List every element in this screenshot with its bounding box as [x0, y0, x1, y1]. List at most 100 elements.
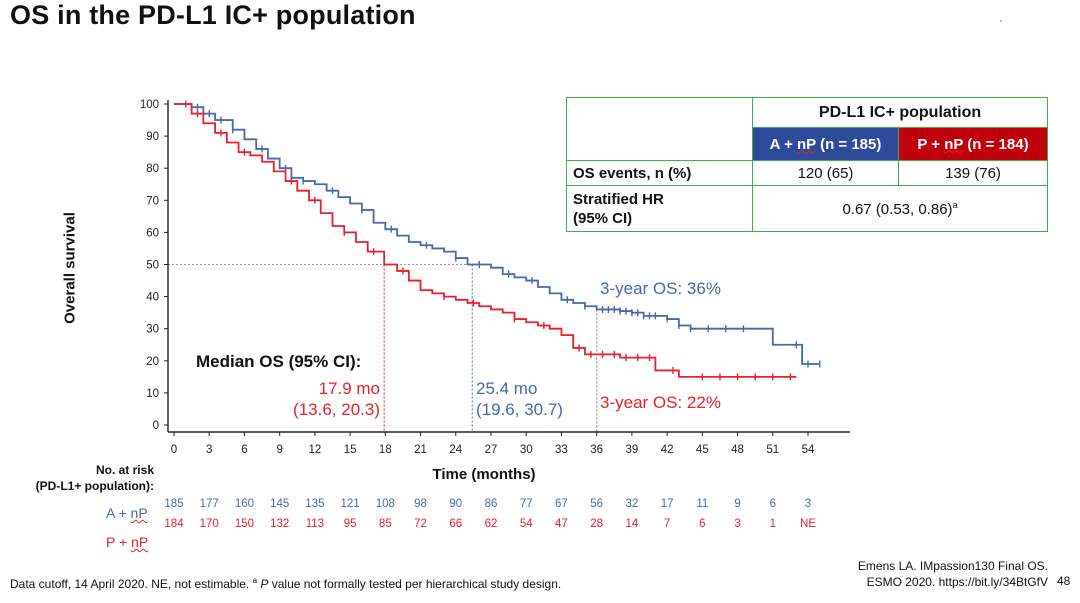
population-header: PD-L1 IC+ population	[752, 97, 1048, 128]
risk-count-arm2: 66	[449, 518, 463, 530]
x-tick-label: 15	[344, 444, 357, 456]
risk-count-arm2: 6	[699, 518, 706, 530]
risk-count-arm2: 132	[270, 518, 290, 530]
y-axis-label: Overall survival	[61, 212, 79, 324]
y-tick-label: 30	[146, 324, 159, 336]
risk-count-arm1: 121	[340, 498, 360, 510]
x-tick-label: 45	[696, 444, 709, 456]
x-tick-label: 33	[555, 444, 568, 456]
x-tick-label: 9	[276, 444, 282, 456]
risk-count-arm1: 9	[734, 498, 741, 510]
blue-median-annotation: 25.4 mo (19.6, 30.7)	[476, 378, 563, 420]
red-median-annotation: 17.9 mo (13.6, 20.3)	[270, 378, 380, 420]
x-tick-label: 51	[766, 444, 779, 456]
x-tick-label: 48	[731, 444, 744, 456]
slide-title: OS in the PD-L1 IC+ population	[10, 0, 416, 30]
risk-count-arm2: NE	[800, 518, 816, 530]
risk-count-arm2: 54	[519, 518, 533, 530]
y-tick-label: 0	[153, 420, 159, 432]
arm2-header: P + nP (n = 184)	[898, 127, 1048, 161]
risk-count-arm2: 170	[199, 518, 219, 530]
x-tick-label: 0	[171, 444, 177, 456]
risk-count-arm1: 185	[164, 498, 184, 510]
risk-count-arm2: 1	[769, 518, 776, 530]
x-tick-label: 42	[661, 444, 674, 456]
summary-table: PD-L1 IC+ population A + nP (n = 185) P …	[566, 97, 1048, 232]
summary-table-corner	[566, 97, 753, 161]
risk-count-arm2: 62	[484, 518, 498, 530]
risk-arm1-label: A + nP	[106, 505, 148, 521]
arm1-header: A + nP (n = 185)	[752, 127, 899, 161]
x-tick-label: 24	[449, 444, 462, 456]
red-median-value: 17.9 mo	[318, 379, 380, 398]
risk-count-arm1: 32	[625, 498, 639, 510]
risk-count-arm1: 67	[555, 498, 568, 510]
risk-table-header: No. at risk (PD-L1+ population):	[35, 463, 154, 493]
x-tick-label: 6	[241, 444, 247, 456]
y-tick-label: 80	[146, 163, 159, 175]
x-tick-label: 30	[520, 444, 533, 456]
red-median-ci: (13.6, 20.3)	[293, 400, 380, 419]
risk-count-arm2: 7	[663, 518, 671, 530]
x-tick-label: 21	[414, 444, 427, 456]
risk-count-arm1: 108	[375, 498, 395, 510]
reference-lines	[168, 264, 598, 432]
risk-count-arm1: 3	[804, 498, 812, 510]
median-os-header: Median OS (95% CI):	[196, 352, 362, 371]
risk-count-arm1: 11	[696, 498, 709, 510]
risk-count-arm1: 145	[270, 498, 290, 510]
risk-count-arm2: 95	[343, 518, 357, 530]
y-tick-label: 10	[146, 388, 159, 400]
red-3yr-os: 3-year OS: 22%	[600, 393, 721, 412]
citation: Emens LA. IMpassion130 Final OS. ESMO 20…	[857, 559, 1048, 589]
risk-count-arm1: 56	[590, 498, 604, 510]
blue-median-ci: (19.6, 30.7)	[476, 400, 563, 419]
footer-note: Data cutoff, 14 April 2020. NE, not esti…	[10, 576, 562, 591]
page-number: 48	[1057, 574, 1071, 588]
y-tick-label: 60	[146, 227, 159, 239]
y-tick-label: 100	[140, 99, 159, 111]
x-axis-label: Time (months)	[432, 466, 536, 483]
risk-count-arm2: 72	[414, 518, 427, 530]
blue-median-value: 25.4 mo	[476, 379, 538, 398]
y-tick-label: 20	[146, 356, 159, 368]
risk-count-arm2: 3	[734, 518, 741, 530]
risk-count-arm1: 6	[769, 498, 776, 510]
red-survival-curve	[174, 103, 797, 378]
risk-count-arm2: 85	[378, 518, 392, 530]
x-tick-label: 36	[590, 444, 603, 456]
risk-count-arm1: 177	[199, 498, 219, 510]
risk-count-arm2: 150	[234, 518, 255, 530]
x-tick-label: 3	[206, 444, 212, 456]
risk-count-arm1: 135	[305, 498, 325, 510]
survival-curves	[174, 100, 821, 381]
x-tick-label: 39	[625, 444, 638, 456]
risk-count-arm1: 77	[519, 498, 533, 510]
x-tick-label: 54	[802, 444, 815, 456]
y-tick-label: 50	[146, 260, 159, 272]
x-tick-label: 27	[485, 444, 498, 456]
os-events-label: OS events, n (%)	[566, 160, 753, 186]
blue-3yr-os: 3-year OS: 36%	[600, 279, 721, 298]
x-tick-label: 12	[308, 444, 321, 456]
risk-count-arm2: 28	[590, 518, 604, 530]
hr-value: 0.67 (0.53, 0.86)a	[752, 185, 1048, 232]
risk-count-arm1: 86	[484, 498, 498, 510]
risk-count-arm1: 90	[449, 498, 463, 510]
hr-label: Stratified HR (95% CI)	[566, 185, 753, 232]
risk-count-arm1: 98	[414, 498, 427, 510]
risk-count-arm2: 184	[164, 518, 184, 530]
x-tick-label: 18	[379, 444, 392, 456]
os-events-arm2: 139 (76)	[898, 160, 1048, 186]
os-events-arm1: 120 (65)	[752, 160, 899, 186]
y-tick-label: 40	[146, 292, 159, 304]
y-tick-label: 70	[146, 195, 159, 207]
risk-count-arm2: 47	[555, 518, 568, 530]
risk-count-arm1: 17	[660, 498, 674, 510]
risk-arm2-label: P + nP	[106, 534, 149, 550]
risk-count-arm1: 160	[234, 498, 255, 510]
risk-count-arm2: 113	[305, 518, 325, 530]
decorative-dot	[1000, 20, 1002, 22]
